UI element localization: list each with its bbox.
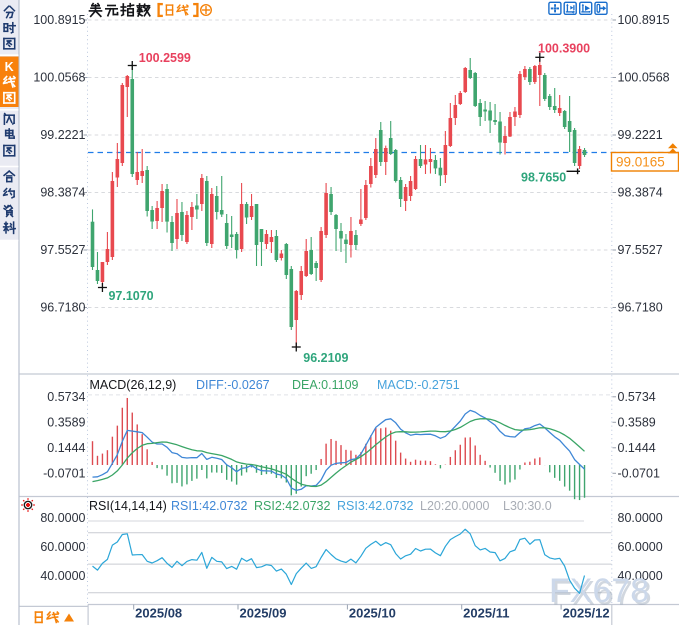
svg-text:100.0568: 100.0568 xyxy=(618,71,670,85)
svg-text:2025/08: 2025/08 xyxy=(135,606,182,621)
svg-text:-0.0701: -0.0701 xyxy=(618,467,660,481)
svg-text:0.5734: 0.5734 xyxy=(47,390,85,404)
svg-text:DIFF:-0.0267: DIFF:-0.0267 xyxy=(196,378,270,392)
svg-text:0.5734: 0.5734 xyxy=(618,390,656,404)
svg-text:100.0568: 100.0568 xyxy=(33,71,85,85)
svg-text:100.2599: 100.2599 xyxy=(139,51,191,65)
svg-text:97.1070: 97.1070 xyxy=(108,289,153,303)
svg-text:100.8915: 100.8915 xyxy=(33,13,85,27)
svg-text:2025/12: 2025/12 xyxy=(563,606,610,621)
svg-text:RSI(14,14,14): RSI(14,14,14) xyxy=(89,499,167,513)
svg-text:-0.0701: -0.0701 xyxy=(43,467,85,481)
svg-text:0.3589: 0.3589 xyxy=(47,415,85,429)
svg-text:96.7180: 96.7180 xyxy=(618,301,663,315)
svg-text:97.5527: 97.5527 xyxy=(40,243,85,257)
svg-text:98.3874: 98.3874 xyxy=(618,186,663,200)
svg-text:K: K xyxy=(5,60,14,74)
svg-text:L20:20.0000: L20:20.0000 xyxy=(420,499,490,513)
svg-text:FX678: FX678 xyxy=(552,575,652,613)
svg-text:99.0165: 99.0165 xyxy=(616,155,665,170)
svg-text:80.0000: 80.0000 xyxy=(40,511,85,525)
svg-text:97.5527: 97.5527 xyxy=(618,243,663,257)
svg-text:FX678: FX678 xyxy=(549,572,649,610)
svg-text:0.1444: 0.1444 xyxy=(618,441,656,455)
svg-text:98.7650: 98.7650 xyxy=(521,171,566,185)
svg-text:98.3874: 98.3874 xyxy=(40,186,85,200)
svg-text:40.0000: 40.0000 xyxy=(40,569,85,583)
svg-text:0.3589: 0.3589 xyxy=(618,415,656,429)
svg-text:MACD(26,12,9): MACD(26,12,9) xyxy=(90,378,177,392)
svg-text:2025/10: 2025/10 xyxy=(349,606,396,621)
svg-text:DEA:0.1109: DEA:0.1109 xyxy=(292,378,359,392)
svg-text:2025/11: 2025/11 xyxy=(463,606,509,621)
svg-text:40.0000: 40.0000 xyxy=(618,569,663,583)
svg-text:100.8915: 100.8915 xyxy=(618,13,670,27)
svg-text:RSI1:42.0732: RSI1:42.0732 xyxy=(171,499,247,513)
svg-text:100.3900: 100.3900 xyxy=(538,42,590,56)
svg-text:80.0000: 80.0000 xyxy=(618,511,663,525)
svg-text:RSI2:42.0732: RSI2:42.0732 xyxy=(254,499,330,513)
svg-text:96.2109: 96.2109 xyxy=(303,351,348,365)
svg-text:99.2221: 99.2221 xyxy=(618,128,663,142)
svg-text:RSI3:42.0732: RSI3:42.0732 xyxy=(337,499,413,513)
svg-text:60.0000: 60.0000 xyxy=(40,540,85,554)
svg-text:96.7180: 96.7180 xyxy=(40,301,85,315)
svg-text:60.0000: 60.0000 xyxy=(618,540,663,554)
svg-text:99.2221: 99.2221 xyxy=(40,128,85,142)
svg-text:MACD:-0.2751: MACD:-0.2751 xyxy=(377,378,460,392)
svg-text:L30:30.0: L30:30.0 xyxy=(503,499,552,513)
svg-text:0.1444: 0.1444 xyxy=(47,441,85,455)
svg-text:2025/09: 2025/09 xyxy=(240,606,287,621)
